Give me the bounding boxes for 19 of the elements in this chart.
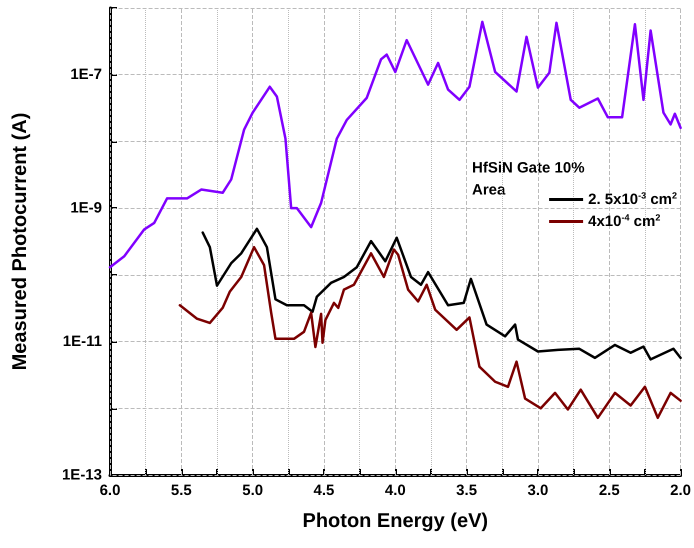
y-axis-title: Measured Photocurrent (A) [9, 112, 31, 370]
legend-title: HfSiN Gate 10% Area [472, 160, 585, 198]
x-tick-label: 3.5 [456, 482, 478, 499]
x-axis-title: Photon Energy (eV) [302, 510, 488, 532]
x-tick-label: 4.0 [384, 482, 406, 499]
line-series [108, 20, 682, 269]
x-tick-label: 3.0 [528, 482, 548, 499]
x-tick-label: 2.5 [598, 482, 620, 499]
y-tick-label: 1E-11 [62, 333, 102, 350]
x-tick-label: 2.0 [670, 482, 692, 499]
y-tick-label: 1E-7 [70, 66, 102, 84]
y-tick-label: 1E-13 [62, 466, 102, 484]
line-series [201, 228, 682, 361]
x-tick-label: 5.0 [242, 482, 264, 499]
x-tick-label: 4.5 [314, 482, 334, 499]
line-series [178, 246, 682, 420]
y-tick-label: 1E-9 [70, 200, 102, 217]
x-tick-label: 5.5 [170, 482, 192, 499]
x-tick-label: 6.0 [100, 482, 120, 499]
